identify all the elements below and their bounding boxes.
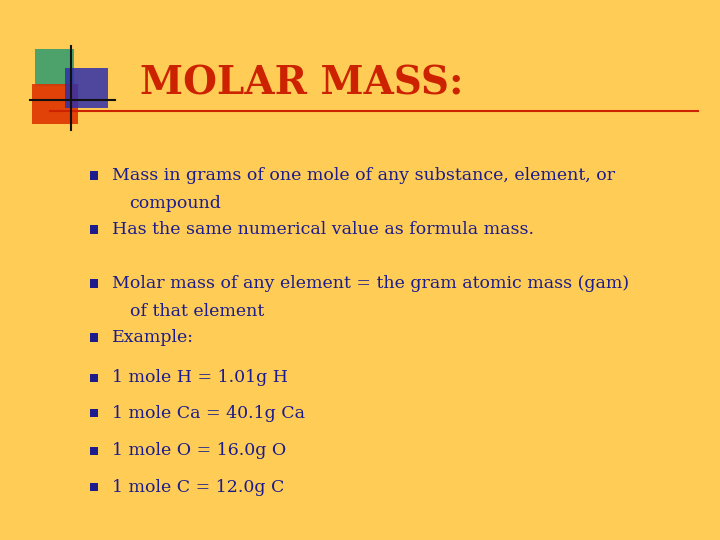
Text: Molar mass of any element = the gram atomic mass (gam): Molar mass of any element = the gram ato…	[112, 275, 629, 292]
Bar	[65, 68, 108, 108]
Text: 1 mole O = 16.0g O: 1 mole O = 16.0g O	[112, 442, 286, 460]
Bar	[90, 333, 98, 342]
Bar	[90, 171, 98, 180]
Text: compound: compound	[130, 195, 222, 212]
Bar	[35, 49, 74, 86]
Text: Mass in grams of one mole of any substance, element, or: Mass in grams of one mole of any substan…	[112, 167, 615, 184]
Text: 1 mole C = 12.0g C: 1 mole C = 12.0g C	[112, 478, 284, 496]
Bar	[90, 225, 98, 234]
Text: Has the same numerical value as formula mass.: Has the same numerical value as formula …	[112, 221, 534, 238]
Bar	[90, 409, 98, 417]
Bar	[32, 84, 78, 124]
Text: 1 mole Ca = 40.1g Ca: 1 mole Ca = 40.1g Ca	[112, 404, 305, 422]
Bar	[90, 447, 98, 455]
Bar	[90, 374, 98, 382]
Text: 1 mole H = 1.01g H: 1 mole H = 1.01g H	[112, 369, 287, 387]
Text: of that element: of that element	[130, 303, 264, 320]
Text: MOLAR MASS:: MOLAR MASS:	[140, 65, 464, 103]
Bar	[90, 483, 98, 491]
Text: Example:: Example:	[112, 329, 194, 346]
Bar	[90, 279, 98, 288]
